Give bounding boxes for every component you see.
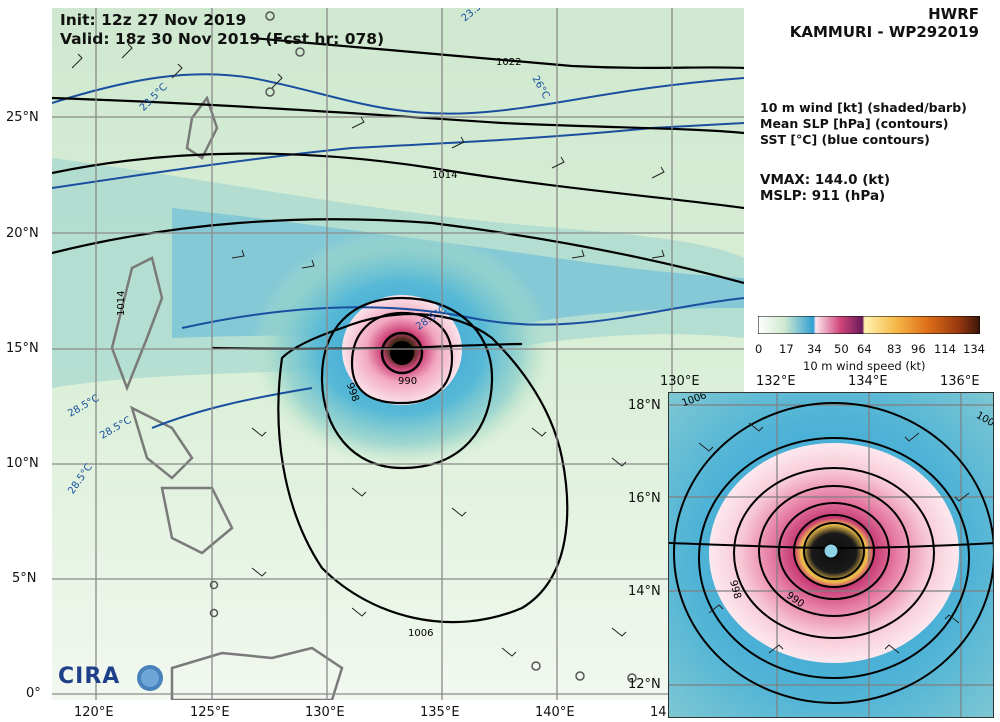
vmax-readout: VMAX: 144.0 (kt) [760,172,891,188]
cbar-tick-34: 34 [807,342,822,356]
lon-tick-135e: 135°E [420,705,460,720]
cbar-tick-50: 50 [834,342,849,356]
inset-lon-tick-130e: 130°E [660,374,700,389]
inset-wind-barbs [698,422,970,654]
cira-logo: CIRA [58,664,168,694]
sst-contour-1 [52,73,744,115]
inset-lat-tick-12n: 12°N [628,677,661,692]
model-name: HWRF [928,5,979,23]
lon-tick-140e: 140°E [535,705,575,720]
cbar-tick-17: 17 [779,342,794,356]
philippines-mindanao [160,486,234,555]
lat-tick-10n: 10°N [6,456,39,471]
slp-1018 [52,96,744,135]
slp-1022 [251,36,744,70]
philippines-luzon [110,256,164,392]
storm-name: KAMMURI - WP292019 [789,23,979,41]
mslp-readout: MSLP: 911 (hPa) [760,188,886,204]
slp-inner-rings [380,331,424,375]
field-line-slp: Mean SLP [hPa] (contours) [760,116,949,131]
sst-contour-3 [181,297,744,329]
cbar-tick-134: 134 [963,342,985,356]
field-line-sst: SST [°C] (blue contours) [760,132,930,147]
slp-label-1014: 1014 [432,170,457,181]
cbar-label: 10 m wind speed (kt) [803,359,926,373]
slp-label-1022: 1022 [496,57,521,68]
inset-slp-contours [669,402,993,704]
lat-lon-grid [52,8,744,700]
slp-998 [320,296,494,470]
lat-tick-15n: 15°N [6,341,39,356]
slp-label-1006: 1006 [408,628,433,639]
slp-label-1014-b: 1014 [116,291,127,316]
lon-tick-120e: 120°E [74,705,114,720]
lat-tick-25n: 25°N [6,110,39,125]
inset-lat-tick-14n: 14°N [628,584,661,599]
wind-colorbar [757,315,981,335]
inset-lon-tick-134e: 134°E [848,374,888,389]
wind-barbs [71,43,687,657]
cbar-tick-83: 83 [887,342,902,356]
field-line-wind: 10 m wind [kt] (shaded/barb) [760,100,967,115]
taiwan-land [185,95,219,160]
valid-time: Valid: 18z 30 Nov 2019 (Fcst hr: 078) [60,30,385,48]
init-time: Init: 12z 27 Nov 2019 [60,11,247,29]
inset-label-998: 998 [727,579,743,600]
slp-990 [350,311,454,405]
slp-label-990: 990 [398,376,417,387]
lon-tick-130e: 130°E [305,705,345,720]
slp-1014 [52,152,744,210]
cbar-tick-0: 0 [755,342,763,356]
sst-contour-4 [151,387,313,429]
slp-1010 [52,218,744,285]
philippines-visayas [129,405,194,480]
inset-lon-tick-132e: 132°E [756,374,796,389]
lon-tick-125e: 125°E [190,705,230,720]
cbar-tick-64: 64 [857,342,872,356]
cira-logo-text: CIRA [58,664,121,689]
inset-map: 1006 100 998 990 [668,392,994,718]
inset-lon-tick-136e: 136°E [940,374,980,389]
inset-eye [823,543,839,559]
small-islands [209,11,637,683]
inset-lat-tick-16n: 16°N [628,491,661,506]
main-map: 1022 1014 1014 1006 998 990 23.5°C 23.5 … [52,8,744,700]
cbar-tick-114: 114 [934,342,956,356]
lon-tick-145e-partial: 14 [650,705,667,720]
inset-grid [669,393,993,717]
sst-contour-2 [52,122,744,189]
lat-tick-0: 0° [26,686,41,701]
lat-tick-5n: 5°N [12,571,37,586]
cbar-tick-96: 96 [911,342,926,356]
inset-lat-tick-18n: 18°N [628,398,661,413]
lat-tick-20n: 20°N [6,226,39,241]
